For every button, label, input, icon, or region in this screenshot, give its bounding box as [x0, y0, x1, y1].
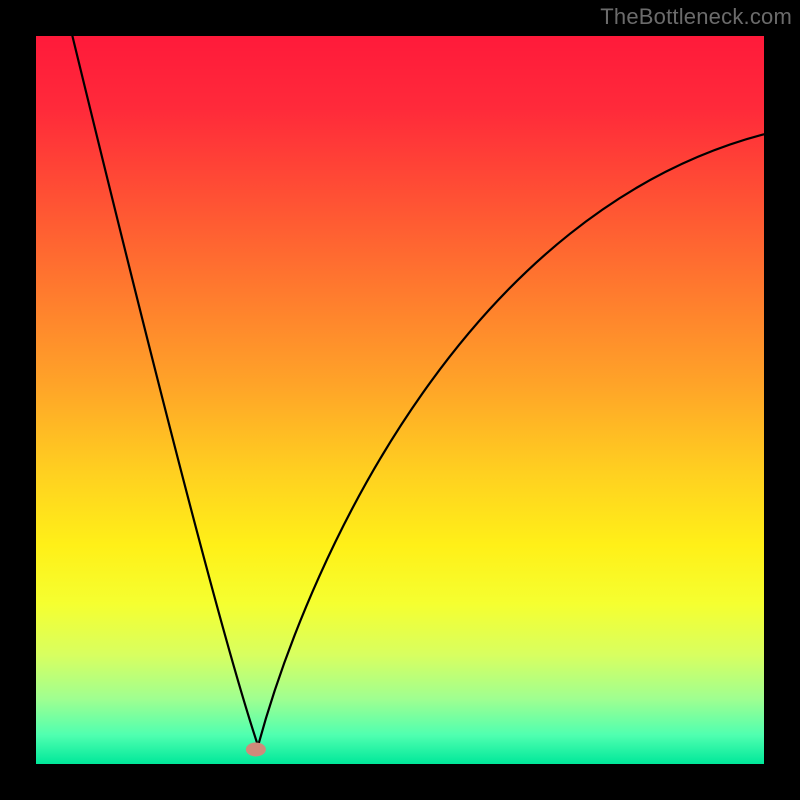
- plot-background: [36, 36, 764, 764]
- watermark-text: TheBottleneck.com: [600, 4, 792, 30]
- chart-container: TheBottleneck.com: [0, 0, 800, 800]
- bottleneck-chart: [0, 0, 800, 800]
- vertex-marker: [246, 742, 266, 756]
